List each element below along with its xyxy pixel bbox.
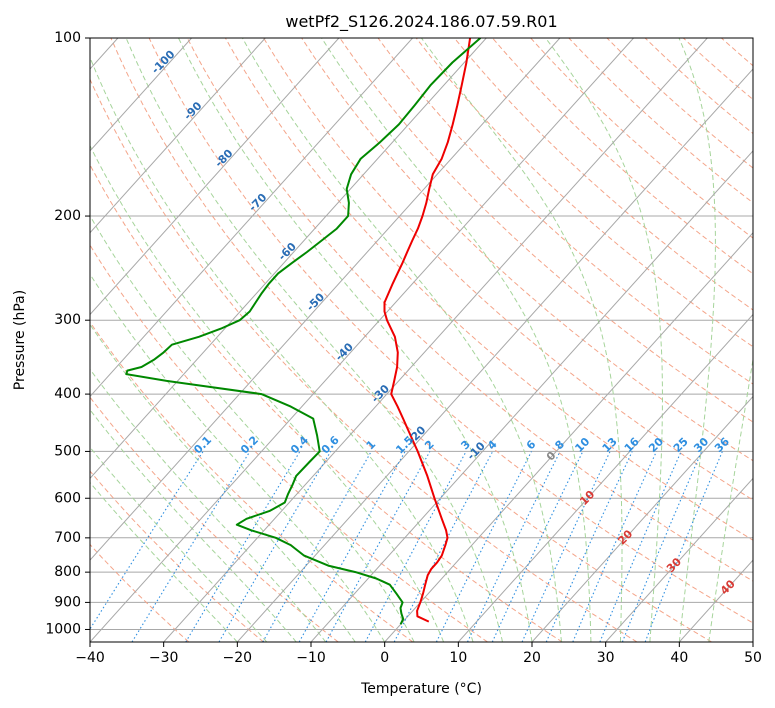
dry-adiabat-line [110, 38, 712, 642]
x-tick-label: 0 [380, 650, 389, 666]
dry-adiabat-line [415, 38, 753, 348]
y-axis-label: Pressure (hPa) [12, 290, 28, 390]
isotherm-line [310, 150, 753, 642]
dry-adiabat-line [90, 78, 638, 642]
mixing-ratio-line [325, 451, 431, 642]
dry-adiabat-line [90, 163, 563, 642]
moist-adiabat-line [90, 481, 238, 642]
x-tick-label: −30 [149, 650, 179, 666]
isotherm-line [90, 38, 413, 398]
isotherm-line [90, 38, 487, 480]
mixing-ratio-line [185, 451, 301, 642]
chart-title: wetPf2_S126.2024.186.07.59.R01 [285, 12, 557, 32]
mixing-ratio-line [131, 451, 251, 642]
dry-adiabat-line [568, 38, 753, 204]
temperature-profile-line [383, 38, 472, 623]
dry-adiabat-line [186, 38, 753, 582]
mixing-ratio-line [218, 451, 332, 642]
x-axis-label: Temperature (°C) [360, 681, 482, 697]
dry-adiabat-line [90, 321, 414, 642]
isotherm-line [90, 38, 561, 561]
moist-adiabat-line [90, 273, 386, 642]
mixing-ratio-line [521, 451, 611, 642]
dry-adiabat-line [492, 38, 753, 275]
axes: −40 −30 −20 −10 0 10 20 30 40 50 100 200 300 400 500 60… [45, 30, 762, 666]
x-tick-label: −10 [296, 650, 326, 666]
mixing-ratio-line [435, 451, 532, 642]
y-tick-label: 700 [54, 530, 81, 546]
mixing-ratio-line [90, 451, 204, 631]
y-tick-label: 400 [54, 386, 81, 402]
moist-adiabat-line [178, 38, 533, 642]
moist-adiabat-line [90, 446, 268, 642]
dry-adiabat-line [148, 38, 753, 624]
dry-adiabat-line [90, 470, 264, 642]
x-tick-label: 20 [523, 650, 541, 666]
x-tick-label: 40 [670, 650, 688, 666]
moist-adiabat-line [678, 38, 716, 642]
dry-adiabat-line [90, 244, 488, 642]
moist-adiabat-line [90, 214, 415, 642]
x-tick-label: −40 [75, 650, 105, 666]
plot-frame [89, 37, 754, 643]
dry-adiabat-line [224, 38, 753, 541]
x-tick-label: −20 [223, 650, 253, 666]
moist-adiabat-line [90, 144, 445, 642]
isotherm-line [90, 38, 192, 152]
plot-lines [90, 38, 753, 642]
isotherm-line [457, 313, 753, 642]
dry-adiabat-line [263, 38, 753, 501]
x-tick-label: 50 [744, 650, 762, 666]
isotherm-line [90, 38, 634, 642]
moist-adiabat-line [125, 38, 503, 642]
isotherm-line [163, 38, 708, 642]
y-tick-label: 300 [54, 312, 81, 328]
isotherm-line [90, 38, 340, 316]
isotherm-line [605, 477, 753, 642]
moist-adiabat-line [241, 38, 562, 642]
mixing-ratio-line [467, 451, 561, 642]
y-tick-label: 500 [54, 443, 81, 459]
y-tick-label: 100 [54, 30, 81, 46]
moist-adiabat-line [90, 409, 297, 642]
mixing-ratio-line [545, 451, 633, 642]
dry-adiabat-line [90, 396, 339, 642]
mixing-ratio-line [298, 451, 406, 642]
mixing-ratio-line [491, 451, 584, 642]
moist-adiabat-line [708, 356, 753, 642]
y-tick-label: 800 [54, 564, 81, 580]
y-tick-label: 900 [54, 594, 81, 610]
isotherm-line [384, 232, 753, 642]
dewpoint-profile-line [125, 38, 482, 625]
moist-adiabat-line [545, 38, 663, 642]
dry-adiabat-line [377, 38, 753, 385]
isotherm-line [236, 68, 753, 642]
moist-adiabat-line [321, 38, 592, 642]
mixing-ratio-line [262, 451, 372, 642]
moist-adiabat-line [90, 56, 474, 642]
mixing-ratio-line [572, 451, 657, 642]
mixing-ratio-line [599, 451, 682, 642]
y-tick-label: 200 [54, 208, 81, 224]
moist-adiabat-line [90, 323, 356, 642]
isotherm-line [531, 395, 753, 642]
moist-adiabat-line [420, 38, 623, 642]
x-tick-label: 30 [597, 650, 615, 666]
x-tick-label: 10 [449, 650, 467, 666]
y-tick-label: 1000 [45, 621, 81, 637]
isotherm-line [90, 38, 266, 234]
y-tick-label: 600 [54, 490, 81, 506]
